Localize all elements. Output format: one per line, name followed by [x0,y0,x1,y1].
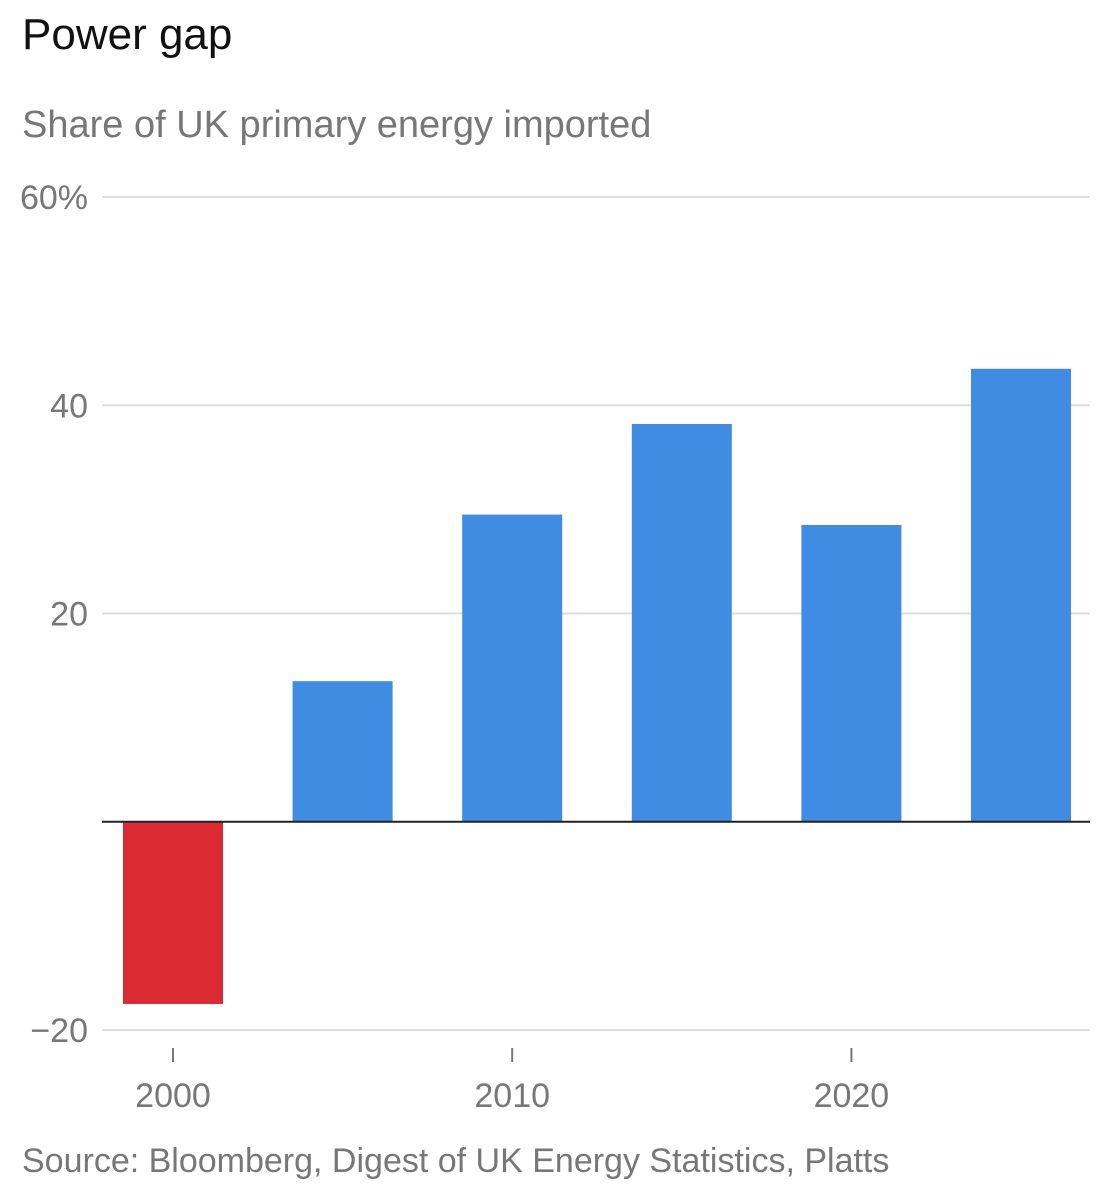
bar-2005 [292,681,393,822]
y-tick-label: 60% [20,179,88,217]
y-tick-label: 40 [50,387,88,425]
bar-2000 [123,821,223,1004]
bar-2010 [462,514,563,822]
gridlines [102,196,1090,1031]
bar-2025 [971,368,1071,822]
x-axis-ticks: 2000 2010 2020 [135,1048,889,1115]
source-note: Source: Bloomberg, Digest of UK Energy S… [22,1142,890,1180]
bars [123,368,1071,1004]
chart-title: Power gap [22,10,233,59]
y-tick-label: 20 [50,596,88,634]
bar-2015 [631,423,732,822]
bar-2020 [801,524,902,822]
x-tick-label: 2010 [474,1077,550,1115]
x-tick-label: 2020 [814,1077,890,1115]
x-tick-label: 2000 [135,1077,211,1115]
y-tick-label: −20 [30,1012,88,1050]
chart-subtitle: Share of UK primary energy imported [22,104,652,146]
y-axis-ticks: 60% 40 20 −20 [20,179,88,1050]
